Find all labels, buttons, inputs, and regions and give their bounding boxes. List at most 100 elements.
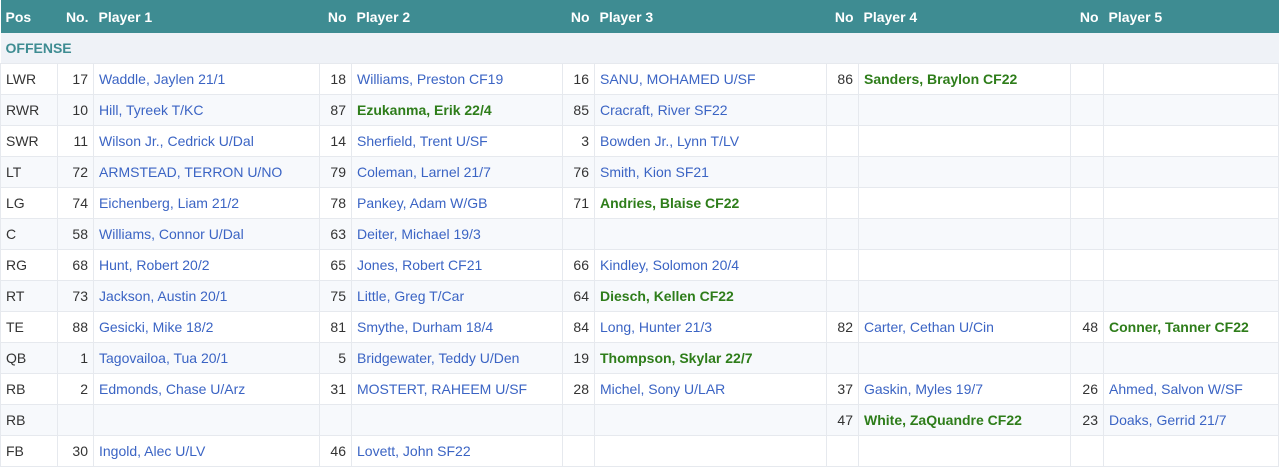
player-cell: Diesch, Kellen CF22: [594, 280, 827, 312]
jersey-number: 11: [57, 125, 94, 157]
player-link[interactable]: Gaskin, Myles 19/7: [864, 381, 984, 397]
jersey-number: [1070, 218, 1104, 250]
player-cell: [351, 404, 563, 436]
header-row: Pos No. Player 1 No Player 2 No Player 3…: [0, 0, 1279, 33]
jersey-number: [1070, 125, 1104, 157]
player-link[interactable]: Andries, Blaise CF22: [600, 195, 740, 211]
player-cell: [858, 94, 1071, 126]
player-link[interactable]: Bowden Jr., Lynn T/LV: [600, 133, 740, 149]
player-link[interactable]: Eichenberg, Liam 21/2: [99, 195, 240, 211]
jersey-number: 14: [319, 125, 352, 157]
player-cell: [858, 125, 1071, 157]
player-link[interactable]: Williams, Preston CF19: [357, 71, 504, 87]
player-link[interactable]: Carter, Cethan U/Cin: [864, 319, 994, 335]
jersey-number: 17: [57, 63, 94, 95]
jersey-number: 84: [562, 311, 595, 343]
player-link[interactable]: Tagovailoa, Tua 20/1: [99, 350, 229, 366]
player-cell: [1103, 125, 1279, 157]
player-link[interactable]: Smith, Kion SF21: [600, 164, 709, 180]
player-link[interactable]: Little, Greg T/Car: [357, 288, 465, 304]
player-link[interactable]: MOSTERT, RAHEEM U/SF: [357, 381, 528, 397]
player-cell: White, ZaQuandre CF22: [858, 404, 1071, 436]
jersey-number: [826, 435, 859, 467]
table-row: RT 73 Jackson, Austin 20/1 75 Little, Greg T…: [0, 280, 1279, 312]
player-cell: [1103, 249, 1279, 281]
player-link[interactable]: Ingold, Alec U/LV: [99, 443, 206, 459]
player-cell: Jones, Robert CF21: [351, 249, 563, 281]
jersey-number: [826, 187, 859, 219]
jersey-number: [1070, 280, 1104, 312]
player-cell: [1103, 280, 1279, 312]
player-cell: Kindley, Solomon 20/4: [594, 249, 827, 281]
player-link[interactable]: Conner, Tanner CF22: [1109, 319, 1249, 335]
player-link[interactable]: Waddle, Jaylen 21/1: [99, 71, 226, 87]
player-cell: SANU, MOHAMED U/SF: [594, 63, 827, 95]
jersey-number: [826, 249, 859, 281]
player-link[interactable]: Gesicki, Mike 18/2: [99, 319, 214, 335]
jersey-number: 87: [319, 94, 352, 126]
player-cell: Thompson, Skylar 22/7: [594, 342, 827, 374]
player-link[interactable]: Thompson, Skylar 22/7: [600, 350, 753, 366]
player-link[interactable]: Sanders, Braylon CF22: [864, 71, 1018, 87]
player-cell: Long, Hunter 21/3: [594, 311, 827, 343]
jersey-number: 3: [562, 125, 595, 157]
player-cell: Tagovailoa, Tua 20/1: [93, 342, 320, 374]
player-link[interactable]: White, ZaQuandre CF22: [864, 412, 1022, 428]
player-cell: Williams, Connor U/Dal: [93, 218, 320, 250]
table-row: RWR 10 Hill, Tyreek T/KC 87 Ezukanma, Erik 2…: [0, 94, 1279, 126]
table-row: SWR 11 Wilson Jr., Cedrick U/Dal 14 Sherfiel…: [0, 125, 1279, 157]
player-link[interactable]: Cracraft, River SF22: [600, 102, 728, 118]
player-cell: Ezukanma, Erik 22/4: [351, 94, 563, 126]
player-link[interactable]: Deiter, Michael 19/3: [357, 226, 481, 242]
player-link[interactable]: Michel, Sony U/LAR: [600, 381, 726, 397]
table-row: QB 1 Tagovailoa, Tua 20/1 5 Bridgewater, Ted…: [0, 342, 1279, 374]
jersey-number: 30: [57, 435, 94, 467]
player-cell: [858, 280, 1071, 312]
position-cell: SWR: [0, 125, 58, 157]
player-cell: [1103, 94, 1279, 126]
jersey-number: 26: [1070, 373, 1104, 405]
jersey-number: 79: [319, 156, 352, 188]
position-cell: RB: [0, 404, 58, 436]
player-link[interactable]: Bridgewater, Teddy U/Den: [357, 350, 520, 366]
table-row: TE 88 Gesicki, Mike 18/2 81 Smythe, Durham 1…: [0, 311, 1279, 343]
jersey-number: 88: [57, 311, 94, 343]
jersey-number: 28: [562, 373, 595, 405]
jersey-number: [562, 218, 595, 250]
player-link[interactable]: Doaks, Gerrid 21/7: [1109, 412, 1227, 428]
section-label: OFFENSE: [0, 33, 1279, 64]
jersey-number: 74: [57, 187, 94, 219]
jersey-number: 85: [562, 94, 595, 126]
jersey-number: 18: [319, 63, 352, 95]
player-link[interactable]: Williams, Connor U/Dal: [99, 226, 244, 242]
jersey-number: 64: [562, 280, 595, 312]
header-no: No.: [57, 0, 94, 33]
player-link[interactable]: Coleman, Larnel 21/7: [357, 164, 491, 180]
player-link[interactable]: Ahmed, Salvon W/SF: [1109, 381, 1243, 397]
player-link[interactable]: SANU, MOHAMED U/SF: [600, 71, 756, 87]
player-cell: Doaks, Gerrid 21/7: [1103, 404, 1279, 436]
position-cell: QB: [0, 342, 58, 374]
player-cell: Lovett, John SF22: [351, 435, 563, 467]
player-link[interactable]: Pankey, Adam W/GB: [357, 195, 488, 211]
player-link[interactable]: Wilson Jr., Cedrick U/Dal: [99, 133, 254, 149]
jersey-number: 47: [826, 404, 859, 436]
player-link[interactable]: Jackson, Austin 20/1: [99, 288, 228, 304]
player-link[interactable]: ARMSTEAD, TERRON U/NO: [99, 164, 283, 180]
player-cell: [594, 218, 827, 250]
player-cell: Pankey, Adam W/GB: [351, 187, 563, 219]
player-link[interactable]: Diesch, Kellen CF22: [600, 288, 734, 304]
player-link[interactable]: Kindley, Solomon 20/4: [600, 257, 740, 273]
player-cell: [1103, 187, 1279, 219]
player-link[interactable]: Smythe, Durham 18/4: [357, 319, 494, 335]
player-link[interactable]: Jones, Robert CF21: [357, 257, 483, 273]
player-cell: Edmonds, Chase U/Arz: [93, 373, 320, 405]
player-link[interactable]: Hill, Tyreek T/KC: [99, 102, 204, 118]
jersey-number: [1070, 156, 1104, 188]
player-link[interactable]: Lovett, John SF22: [357, 443, 471, 459]
player-link[interactable]: Ezukanma, Erik 22/4: [357, 102, 492, 118]
player-link[interactable]: Hunt, Robert 20/2: [99, 257, 210, 273]
player-link[interactable]: Edmonds, Chase U/Arz: [99, 381, 246, 397]
player-link[interactable]: Sherfield, Trent U/SF: [357, 133, 488, 149]
player-link[interactable]: Long, Hunter 21/3: [600, 319, 713, 335]
